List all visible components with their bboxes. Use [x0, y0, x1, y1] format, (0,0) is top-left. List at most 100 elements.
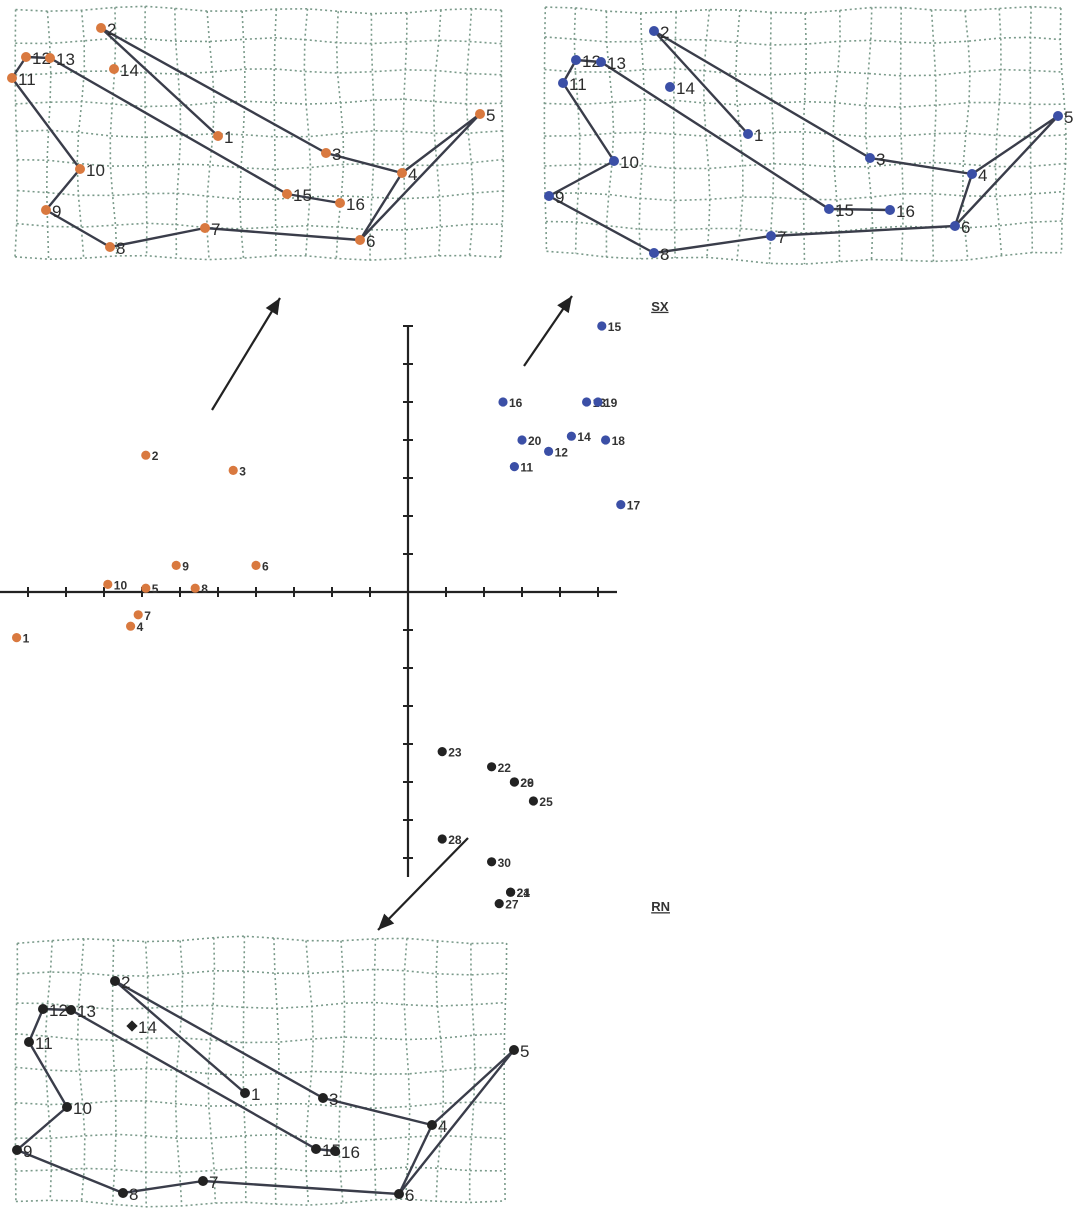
grid-column-line: [369, 13, 376, 261]
landmark-marker: [110, 976, 120, 986]
data-point-sa-8: 8: [190, 582, 208, 596]
arrow-to-sa-grid: [211, 297, 281, 411]
landmark-label: 5: [520, 1042, 529, 1061]
grid-row-line: [15, 1066, 505, 1077]
grid-column-line: [435, 940, 445, 1202]
landmark-label: 12: [582, 52, 601, 71]
data-point-sx-16: 16: [498, 396, 523, 410]
landmark-label: 2: [660, 23, 669, 42]
landmark-marker: [865, 153, 875, 163]
landmark-1: 1: [213, 128, 233, 147]
data-point-sx-19: 19: [593, 396, 618, 410]
landmark-label: 7: [211, 220, 220, 239]
grid-column-line: [802, 12, 808, 265]
landmark-9: 9: [544, 188, 564, 207]
grid-row-line: [544, 36, 1061, 46]
point-marker: [498, 397, 508, 407]
arrow-to-rn-grid: [377, 837, 469, 931]
point-label: 7: [144, 609, 151, 623]
grid-row-line: [544, 161, 1066, 170]
landmark-marker: [7, 73, 17, 83]
group-label-rn: RN: [651, 899, 670, 914]
point-marker: [566, 431, 577, 441]
point-label: 22: [498, 761, 512, 775]
data-point-sa-10: 10: [103, 578, 127, 592]
grid-column-line: [174, 8, 182, 259]
data-point-rn-29: 29: [509, 776, 534, 790]
grid-column-line: [1029, 6, 1034, 253]
landmark-link: [953, 173, 974, 227]
landmark-marker: [330, 1146, 340, 1156]
grid-row-line: [15, 5, 502, 15]
landmark-7: 7: [198, 1173, 218, 1192]
grid-column-line: [503, 942, 508, 1201]
point-marker: [437, 834, 447, 844]
landmark-label: 14: [120, 61, 139, 80]
data-point-sx-15: 15: [597, 320, 621, 334]
landmark-marker: [609, 156, 619, 166]
grid-column-line: [468, 943, 476, 1203]
grid-column-line: [373, 938, 377, 1200]
landmark-6: 6: [950, 218, 970, 237]
landmark-marker: [321, 148, 331, 158]
landmark-4: 4: [427, 1117, 447, 1136]
landmark-label: 6: [366, 232, 375, 251]
landmark-marker: [62, 1102, 72, 1112]
landmark-7: 7: [200, 220, 220, 239]
landmark-marker: [596, 57, 606, 67]
data-point-sx-18: 18: [601, 434, 625, 448]
landmark-2: 2: [96, 20, 116, 39]
landmark-3: 3: [321, 145, 341, 164]
data-point-sa-5: 5: [141, 582, 159, 596]
landmark-6: 6: [394, 1186, 414, 1205]
point-marker: [190, 583, 200, 593]
landmark-3: 3: [318, 1090, 338, 1109]
data-point-rn-27: 27: [494, 898, 519, 912]
landmark-marker: [885, 205, 895, 215]
data-point-rn-28: 28: [437, 833, 462, 847]
landmark-marker: [509, 1045, 519, 1055]
landmark-5: 5: [509, 1042, 529, 1061]
point-label: 18: [612, 434, 626, 448]
grid-column-line: [573, 7, 581, 254]
point-label: 9: [182, 559, 189, 573]
grid-row-line: [15, 98, 502, 108]
landmark-label: 7: [209, 1173, 218, 1192]
landmark-label: 2: [107, 20, 116, 39]
landmark-marker: [665, 82, 675, 92]
plot-axes: [0, 325, 617, 877]
point-label: 1: [23, 632, 30, 646]
landmark-label: 5: [1064, 108, 1073, 127]
grid-column-line: [111, 939, 117, 1205]
landmark-marker: [213, 131, 223, 141]
landmark-label: 9: [555, 188, 564, 207]
grid-column-line: [144, 6, 148, 256]
group-label-sx: SX: [651, 299, 669, 314]
grid-row-line: [15, 1033, 505, 1044]
grid-column-line: [44, 940, 53, 1201]
landmark-marker: [397, 168, 407, 178]
landmark-label: 10: [86, 161, 105, 180]
landmark-marker: [109, 64, 119, 74]
landmark-label: 2: [121, 973, 130, 992]
grid-column-line: [1059, 8, 1067, 253]
grid-row-line: [545, 220, 1063, 234]
landmark-label: 8: [116, 239, 125, 258]
data-point-sx-11: 11: [509, 461, 533, 475]
grid-column-line: [335, 11, 345, 259]
landmark-marker: [335, 198, 345, 208]
landmark-12: 12: [571, 52, 601, 71]
landmark-label: 6: [961, 218, 970, 237]
point-marker: [582, 397, 592, 407]
grid-column-line: [899, 7, 904, 261]
landmark-marker: [282, 189, 292, 199]
grid-column-line: [273, 9, 278, 256]
landmark-4: 4: [397, 165, 417, 184]
point-label: 6: [262, 559, 269, 573]
landmark-marker: [743, 129, 753, 139]
landmark-marker: [571, 55, 581, 65]
grid-column-line: [768, 12, 775, 264]
landmark-label: 13: [77, 1002, 96, 1021]
landmark-8: 8: [649, 245, 669, 264]
